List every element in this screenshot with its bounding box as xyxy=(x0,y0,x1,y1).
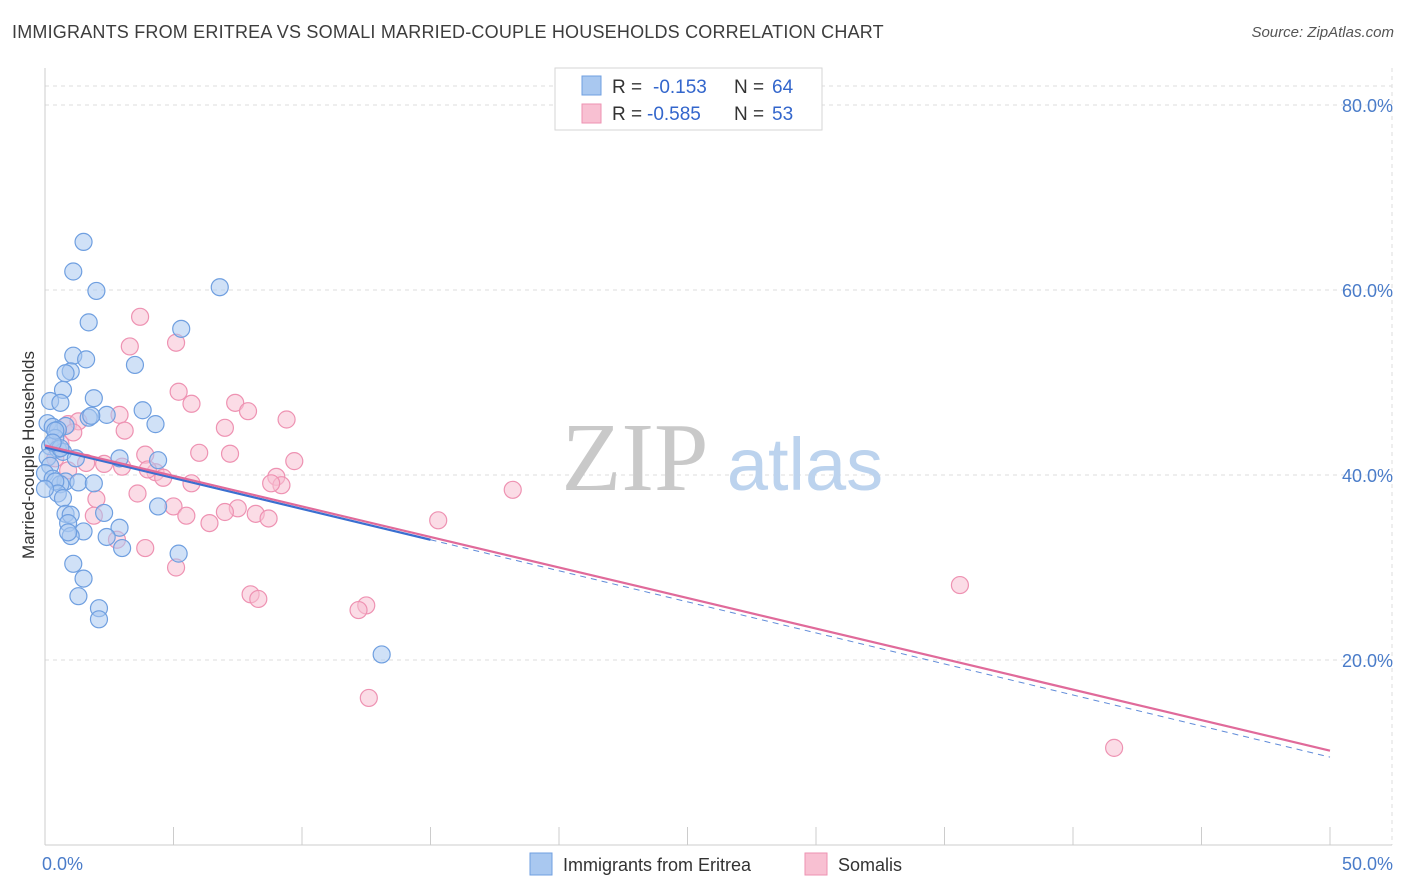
eritrea-point xyxy=(133,401,152,420)
somali-point xyxy=(120,337,139,356)
stats-legend: R = -0.153 N = 64 R = -0.585 N = 53 xyxy=(554,67,823,131)
y-tick-label: 80.0% xyxy=(1342,96,1393,116)
chart-title: IMMIGRANTS FROM ERITREA VS SOMALI MARRIE… xyxy=(12,22,884,42)
eritrea-point xyxy=(372,645,391,664)
somali-point xyxy=(262,474,281,493)
eritrea-point xyxy=(210,278,229,297)
watermark-atlas: atlas xyxy=(727,423,883,506)
eritrea-point xyxy=(148,497,168,516)
eritrea-point xyxy=(95,503,114,523)
eritrea-point xyxy=(146,415,165,434)
eritrea-point xyxy=(74,232,93,251)
watermark: ZIP atlas xyxy=(562,404,884,512)
x-tick-label: 0.0% xyxy=(42,854,83,874)
eritrea-point xyxy=(74,569,93,588)
somali-point xyxy=(200,513,219,533)
somali-points xyxy=(46,307,1124,757)
eritrea-point xyxy=(125,355,145,375)
legend-swatch-eritrea xyxy=(581,75,602,96)
legend-r-label-eritrea: R = xyxy=(612,77,642,98)
eritrea-point xyxy=(56,364,75,383)
somali-point xyxy=(182,394,201,413)
somali-point xyxy=(115,421,134,440)
eritrea-point xyxy=(82,406,101,425)
somali-point xyxy=(359,688,378,708)
eritrea-trend-line xyxy=(44,446,431,541)
legend-n-value-somali: 53 xyxy=(772,104,793,125)
trend-lines xyxy=(44,444,1331,758)
legend-r-value-somali: -0.585 xyxy=(647,104,701,125)
eritrea-point xyxy=(53,489,73,508)
somali-point xyxy=(238,402,258,421)
eritrea-point xyxy=(35,479,55,498)
somali-point xyxy=(130,307,150,326)
somali-point xyxy=(259,509,278,528)
eritrea-point xyxy=(79,313,98,332)
legend-swatch-somali xyxy=(581,103,602,124)
somali-point xyxy=(215,502,234,522)
eritrea-point xyxy=(69,473,88,492)
somali-point xyxy=(249,589,268,609)
legend-r-label-somali: R = xyxy=(612,104,642,125)
somali-point xyxy=(177,506,196,525)
watermark-zip: ZIP xyxy=(562,404,709,512)
eritrea-point xyxy=(87,281,106,301)
eritrea-trend-extension xyxy=(430,539,1331,758)
x-tick-labels: 0.0% 50.0% xyxy=(42,854,1393,874)
eritrea-point xyxy=(69,587,88,606)
bottom-legend-swatch-somali xyxy=(804,852,828,876)
eritrea-point xyxy=(84,389,103,408)
somali-point xyxy=(190,443,209,462)
somali-point xyxy=(169,382,188,401)
legend-n-label-somali: N = xyxy=(734,104,764,125)
eritrea-point xyxy=(148,451,168,470)
somali-point xyxy=(277,410,296,429)
y-axis-label: Married-couple Households xyxy=(19,351,38,559)
somali-point xyxy=(285,452,304,471)
eritrea-point xyxy=(110,518,129,537)
source-label: Source: ZipAtlas.com xyxy=(1251,24,1394,41)
axes xyxy=(44,68,1392,846)
somali-point xyxy=(950,575,970,595)
eritrea-point xyxy=(64,554,83,573)
grid-lines xyxy=(45,68,1393,845)
y-tick-label: 60.0% xyxy=(1342,281,1393,301)
eritrea-point xyxy=(84,474,103,493)
somali-point xyxy=(128,484,147,503)
eritrea-point xyxy=(59,523,78,542)
eritrea-point xyxy=(77,350,96,369)
somali-point xyxy=(349,600,368,620)
somali-point xyxy=(1105,738,1124,757)
y-tick-label: 20.0% xyxy=(1342,651,1393,671)
somali-point xyxy=(136,538,155,558)
legend-n-value-eritrea: 64 xyxy=(772,77,794,98)
eritrea-point xyxy=(97,527,116,547)
eritrea-point xyxy=(112,538,132,558)
bottom-legend-label-somali: Somalis xyxy=(838,855,902,875)
eritrea-points xyxy=(35,232,391,664)
somali-point xyxy=(503,480,522,499)
somali-trend-line xyxy=(44,444,1331,752)
eritrea-point xyxy=(97,405,116,424)
eritrea-point xyxy=(172,319,191,338)
somali-point xyxy=(215,418,234,437)
y-tick-label: 40.0% xyxy=(1342,466,1393,486)
legend-n-label-eritrea: N = xyxy=(734,77,764,98)
x-tick-label: 50.0% xyxy=(1342,854,1393,874)
somali-point xyxy=(429,511,448,530)
legend-r-value-eritrea: -0.153 xyxy=(653,77,707,98)
somali-point xyxy=(226,393,245,412)
bottom-legend-swatch-eritrea xyxy=(529,852,553,876)
eritrea-point xyxy=(64,262,83,281)
eritrea-point xyxy=(89,610,109,629)
eritrea-point xyxy=(169,544,188,563)
series-legend: Immigrants from Eritrea Somalis xyxy=(529,852,902,876)
y-tick-labels: 20.0% 40.0% 60.0% 80.0% xyxy=(1342,96,1393,671)
somali-point xyxy=(220,444,240,463)
eritrea-point xyxy=(51,393,70,412)
bottom-legend-label-eritrea: Immigrants from Eritrea xyxy=(563,855,752,875)
